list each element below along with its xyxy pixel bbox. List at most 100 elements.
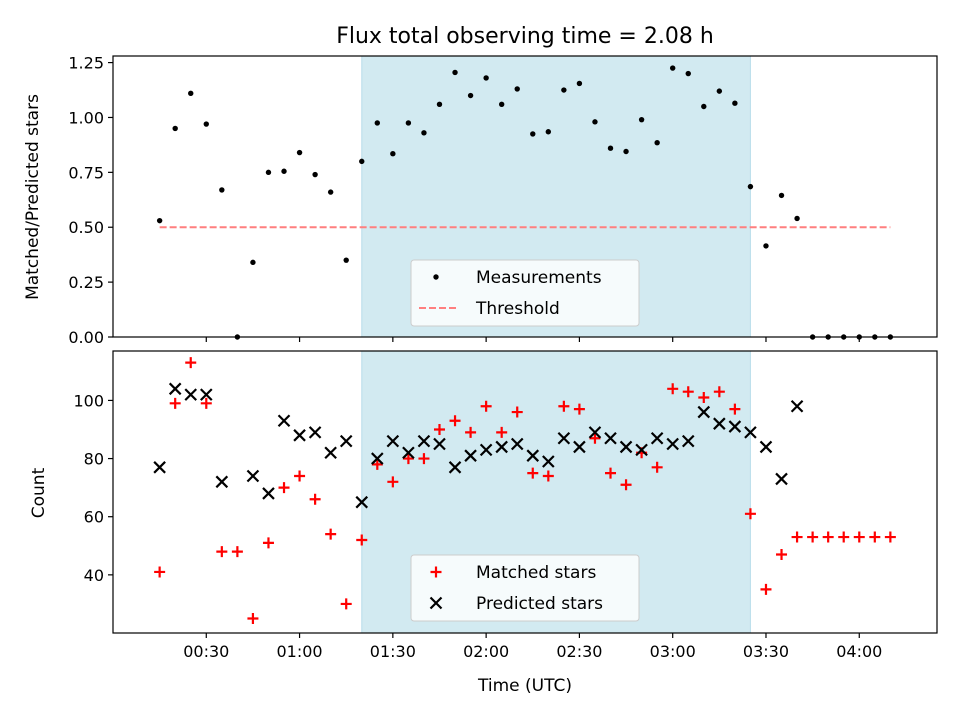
legend-key-predicted-stars	[429, 596, 443, 610]
x-tick-label: 00:30	[183, 642, 229, 661]
matched-stars-point	[371, 458, 383, 470]
matched-stars-point	[558, 400, 570, 412]
y-tick-label: 40	[84, 566, 104, 585]
predicted-stars-point	[479, 443, 493, 457]
predicted-stars-point	[433, 437, 446, 451]
bottom-panel: 40 60 80 100 00:30 01:00 01:30 02:00 02:30 03:00 0…	[73, 350, 938, 661]
predicted-stars-point	[728, 420, 742, 433]
matched-stars-point	[853, 531, 865, 543]
legend-key-matched-stars	[430, 566, 442, 578]
predicted-stars-point	[557, 431, 571, 445]
matched-stars-point	[822, 531, 834, 543]
measurements-point	[592, 119, 598, 125]
predicted-stars-point	[588, 426, 602, 439]
measurements-point	[623, 148, 629, 155]
measurements-point	[312, 171, 318, 178]
predicted-stars-point	[308, 426, 322, 439]
predicted-stars-point	[775, 472, 788, 486]
legend-label-matched-stars: Matched stars	[476, 563, 596, 583]
matched-stars-point	[527, 467, 539, 479]
matched-stars-point	[325, 528, 337, 540]
predicted-stars-point	[200, 388, 213, 401]
x-tick-label: 01:30	[370, 642, 416, 661]
predicted-stars-point	[681, 434, 695, 448]
measurements-point	[747, 183, 754, 190]
matched-stars-point	[340, 598, 352, 610]
predicted-stars-point	[371, 452, 384, 465]
measurements-point	[296, 149, 303, 156]
matched-stars-point	[247, 612, 259, 624]
legend: Measurements Threshold	[410, 259, 640, 327]
predicted-stars-point	[324, 446, 337, 460]
predicted-stars-point	[542, 455, 555, 468]
matched-stars-point	[465, 426, 477, 438]
axes-frame	[112, 350, 938, 634]
measurements-point	[250, 259, 256, 266]
measurements-point	[343, 257, 349, 263]
y-tick-label: 60	[84, 508, 104, 527]
y-tick-label: 80	[84, 450, 104, 469]
matched-stars-point	[760, 583, 772, 595]
predicted-stars-point	[790, 399, 804, 413]
matched-stars-point	[278, 482, 290, 494]
matched-stars-point	[294, 470, 306, 482]
measurements-point	[219, 187, 225, 193]
predicted-stars-point	[713, 417, 726, 430]
measurements-point	[172, 125, 178, 132]
measurements-point	[763, 243, 769, 249]
y-tick-label: 0.25	[68, 273, 104, 292]
x-tick-label: 02:30	[556, 642, 602, 661]
matched-stars-point	[511, 406, 523, 418]
predicted-stars-point	[448, 461, 462, 474]
measurements-point	[545, 129, 552, 135]
predicted-stars-point	[650, 431, 664, 445]
matched-stars-point	[387, 476, 399, 488]
predicted-stars-point	[464, 449, 477, 462]
matched-stars-point	[791, 531, 803, 543]
measurements-point	[421, 130, 427, 136]
matched-stars-point	[402, 453, 414, 465]
measurements-point	[561, 87, 567, 93]
measurements-point	[638, 116, 645, 123]
predicted-stars-point	[168, 382, 182, 396]
predicted-stars-point	[262, 487, 275, 500]
predicted-stars-point	[510, 437, 524, 451]
measurements-point	[794, 215, 800, 222]
predicted-stars-point	[604, 431, 617, 445]
matched-stars-point	[573, 403, 585, 415]
legend-label-threshold: Threshold	[475, 299, 560, 319]
measurements-point	[701, 103, 707, 110]
matched-stars-point	[698, 392, 710, 404]
measurements-point	[436, 101, 443, 107]
x-tick-label: 02:00	[463, 642, 509, 661]
predicted-stars-point	[417, 434, 431, 448]
measurements-point	[405, 120, 412, 126]
predicted-stars-point	[355, 495, 369, 509]
measurements-point	[514, 86, 520, 92]
matched-stars-point	[807, 531, 819, 543]
matched-stars-point	[869, 531, 881, 543]
matched-stars-point	[651, 461, 663, 473]
measurements-point	[390, 150, 396, 157]
matched-stars-point	[744, 508, 756, 520]
predicted-stars-point	[402, 446, 415, 460]
y-tick-label: 1.25	[68, 54, 104, 73]
measurements-point	[685, 70, 691, 77]
predicted-stars-point	[759, 440, 773, 454]
x-axis-label: Time (UTC)	[477, 676, 572, 696]
matched-stars-point	[433, 423, 445, 435]
predicted-stars-point	[215, 475, 229, 489]
measurements-point	[530, 131, 536, 137]
predicted-stars-point	[246, 469, 260, 483]
measurements-point	[327, 189, 334, 195]
measurements-point	[607, 145, 614, 151]
matched-stars-point	[620, 479, 632, 491]
matched-stars-point	[185, 357, 197, 369]
predicted-stars-point	[526, 449, 540, 462]
x-tick-label: 03:00	[650, 642, 696, 661]
y-axis-label-ratio: Matched/Predicted stars	[23, 94, 43, 300]
chart-title: Flux total observing time = 2.08 h	[336, 24, 714, 49]
x-tick-label: 04:00	[836, 642, 882, 661]
legend-box	[410, 259, 640, 327]
predicted-stars-point	[293, 429, 306, 442]
